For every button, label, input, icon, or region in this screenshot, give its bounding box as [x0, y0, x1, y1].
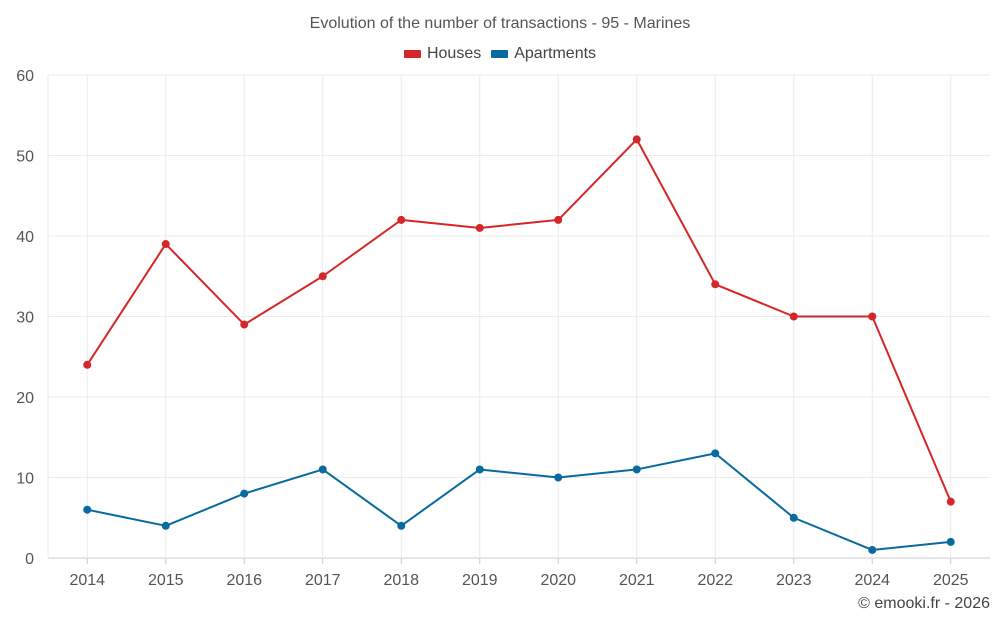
- data-point-apartments-2023: [789, 513, 798, 522]
- data-point-houses-2019: [475, 223, 484, 232]
- x-tick-label-2018: 2018: [383, 572, 419, 589]
- data-point-houses-2018: [397, 215, 406, 224]
- data-point-houses-2025: [946, 497, 955, 506]
- series-line-apartments: [87, 452, 951, 551]
- y-tick-label-60: 60: [16, 68, 34, 85]
- data-point-houses-2015: [161, 240, 170, 249]
- data-point-houses-2024: [868, 312, 877, 321]
- x-tick-label-2021: 2021: [619, 572, 655, 589]
- data-point-apartments-2014: [83, 505, 92, 514]
- y-tick-label-40: 40: [16, 229, 34, 246]
- data-point-houses-2020: [554, 215, 563, 224]
- x-tick-label-2023: 2023: [776, 572, 812, 589]
- y-tick-label-20: 20: [16, 390, 34, 407]
- data-point-apartments-2017: [318, 465, 327, 474]
- y-tick-label-0: 0: [25, 551, 34, 568]
- legend-swatch-apartments: [491, 50, 509, 58]
- y-tick-label-30: 30: [16, 310, 34, 327]
- legend-label-apartments: Apartments: [514, 45, 597, 62]
- x-tick-label-2017: 2017: [305, 572, 341, 589]
- series-line-houses: [86, 138, 952, 503]
- data-point-apartments-2025: [946, 537, 955, 546]
- data-point-houses-2023: [789, 312, 798, 321]
- data-point-apartments-2016: [240, 489, 249, 498]
- legend-item-houses[interactable]: Houses: [403, 45, 482, 63]
- data-point-apartments-2020: [554, 473, 563, 482]
- x-tick-label-2024: 2024: [854, 572, 890, 589]
- data-point-apartments-2021: [632, 465, 641, 474]
- legend-item-apartments[interactable]: Apartments: [491, 45, 596, 63]
- legend-swatch-houses: [403, 50, 421, 58]
- data-point-apartments-2015: [161, 521, 170, 530]
- legend-label-houses: Houses: [426, 45, 482, 62]
- data-point-apartments-2022: [711, 449, 720, 458]
- x-tick-label-2019: 2019: [462, 572, 498, 589]
- x-tick-label-2020: 2020: [540, 572, 576, 589]
- y-tick-label-50: 50: [16, 149, 34, 166]
- x-tick-label-2015: 2015: [148, 572, 184, 589]
- x-tick-label-2016: 2016: [226, 572, 262, 589]
- data-point-houses-2021: [632, 135, 641, 144]
- data-point-apartments-2018: [397, 521, 406, 530]
- data-point-houses-2022: [711, 280, 720, 289]
- data-point-apartments-2019: [475, 465, 484, 474]
- data-point-houses-2014: [83, 360, 92, 369]
- data-point-houses-2016: [240, 320, 249, 329]
- data-point-apartments-2024: [868, 545, 877, 554]
- x-tick-label-2014: 2014: [69, 572, 105, 589]
- chart-title: Evolution of the number of transactions …: [309, 15, 691, 32]
- y-tick-label-10: 10: [16, 471, 34, 488]
- x-tick-label-2022: 2022: [697, 572, 733, 589]
- x-tick-label-2025: 2025: [933, 572, 969, 589]
- legend: Houses Apartments: [0, 45, 1000, 63]
- data-point-houses-2017: [318, 272, 327, 281]
- credit-text: © emooki.fr - 2026: [858, 595, 990, 612]
